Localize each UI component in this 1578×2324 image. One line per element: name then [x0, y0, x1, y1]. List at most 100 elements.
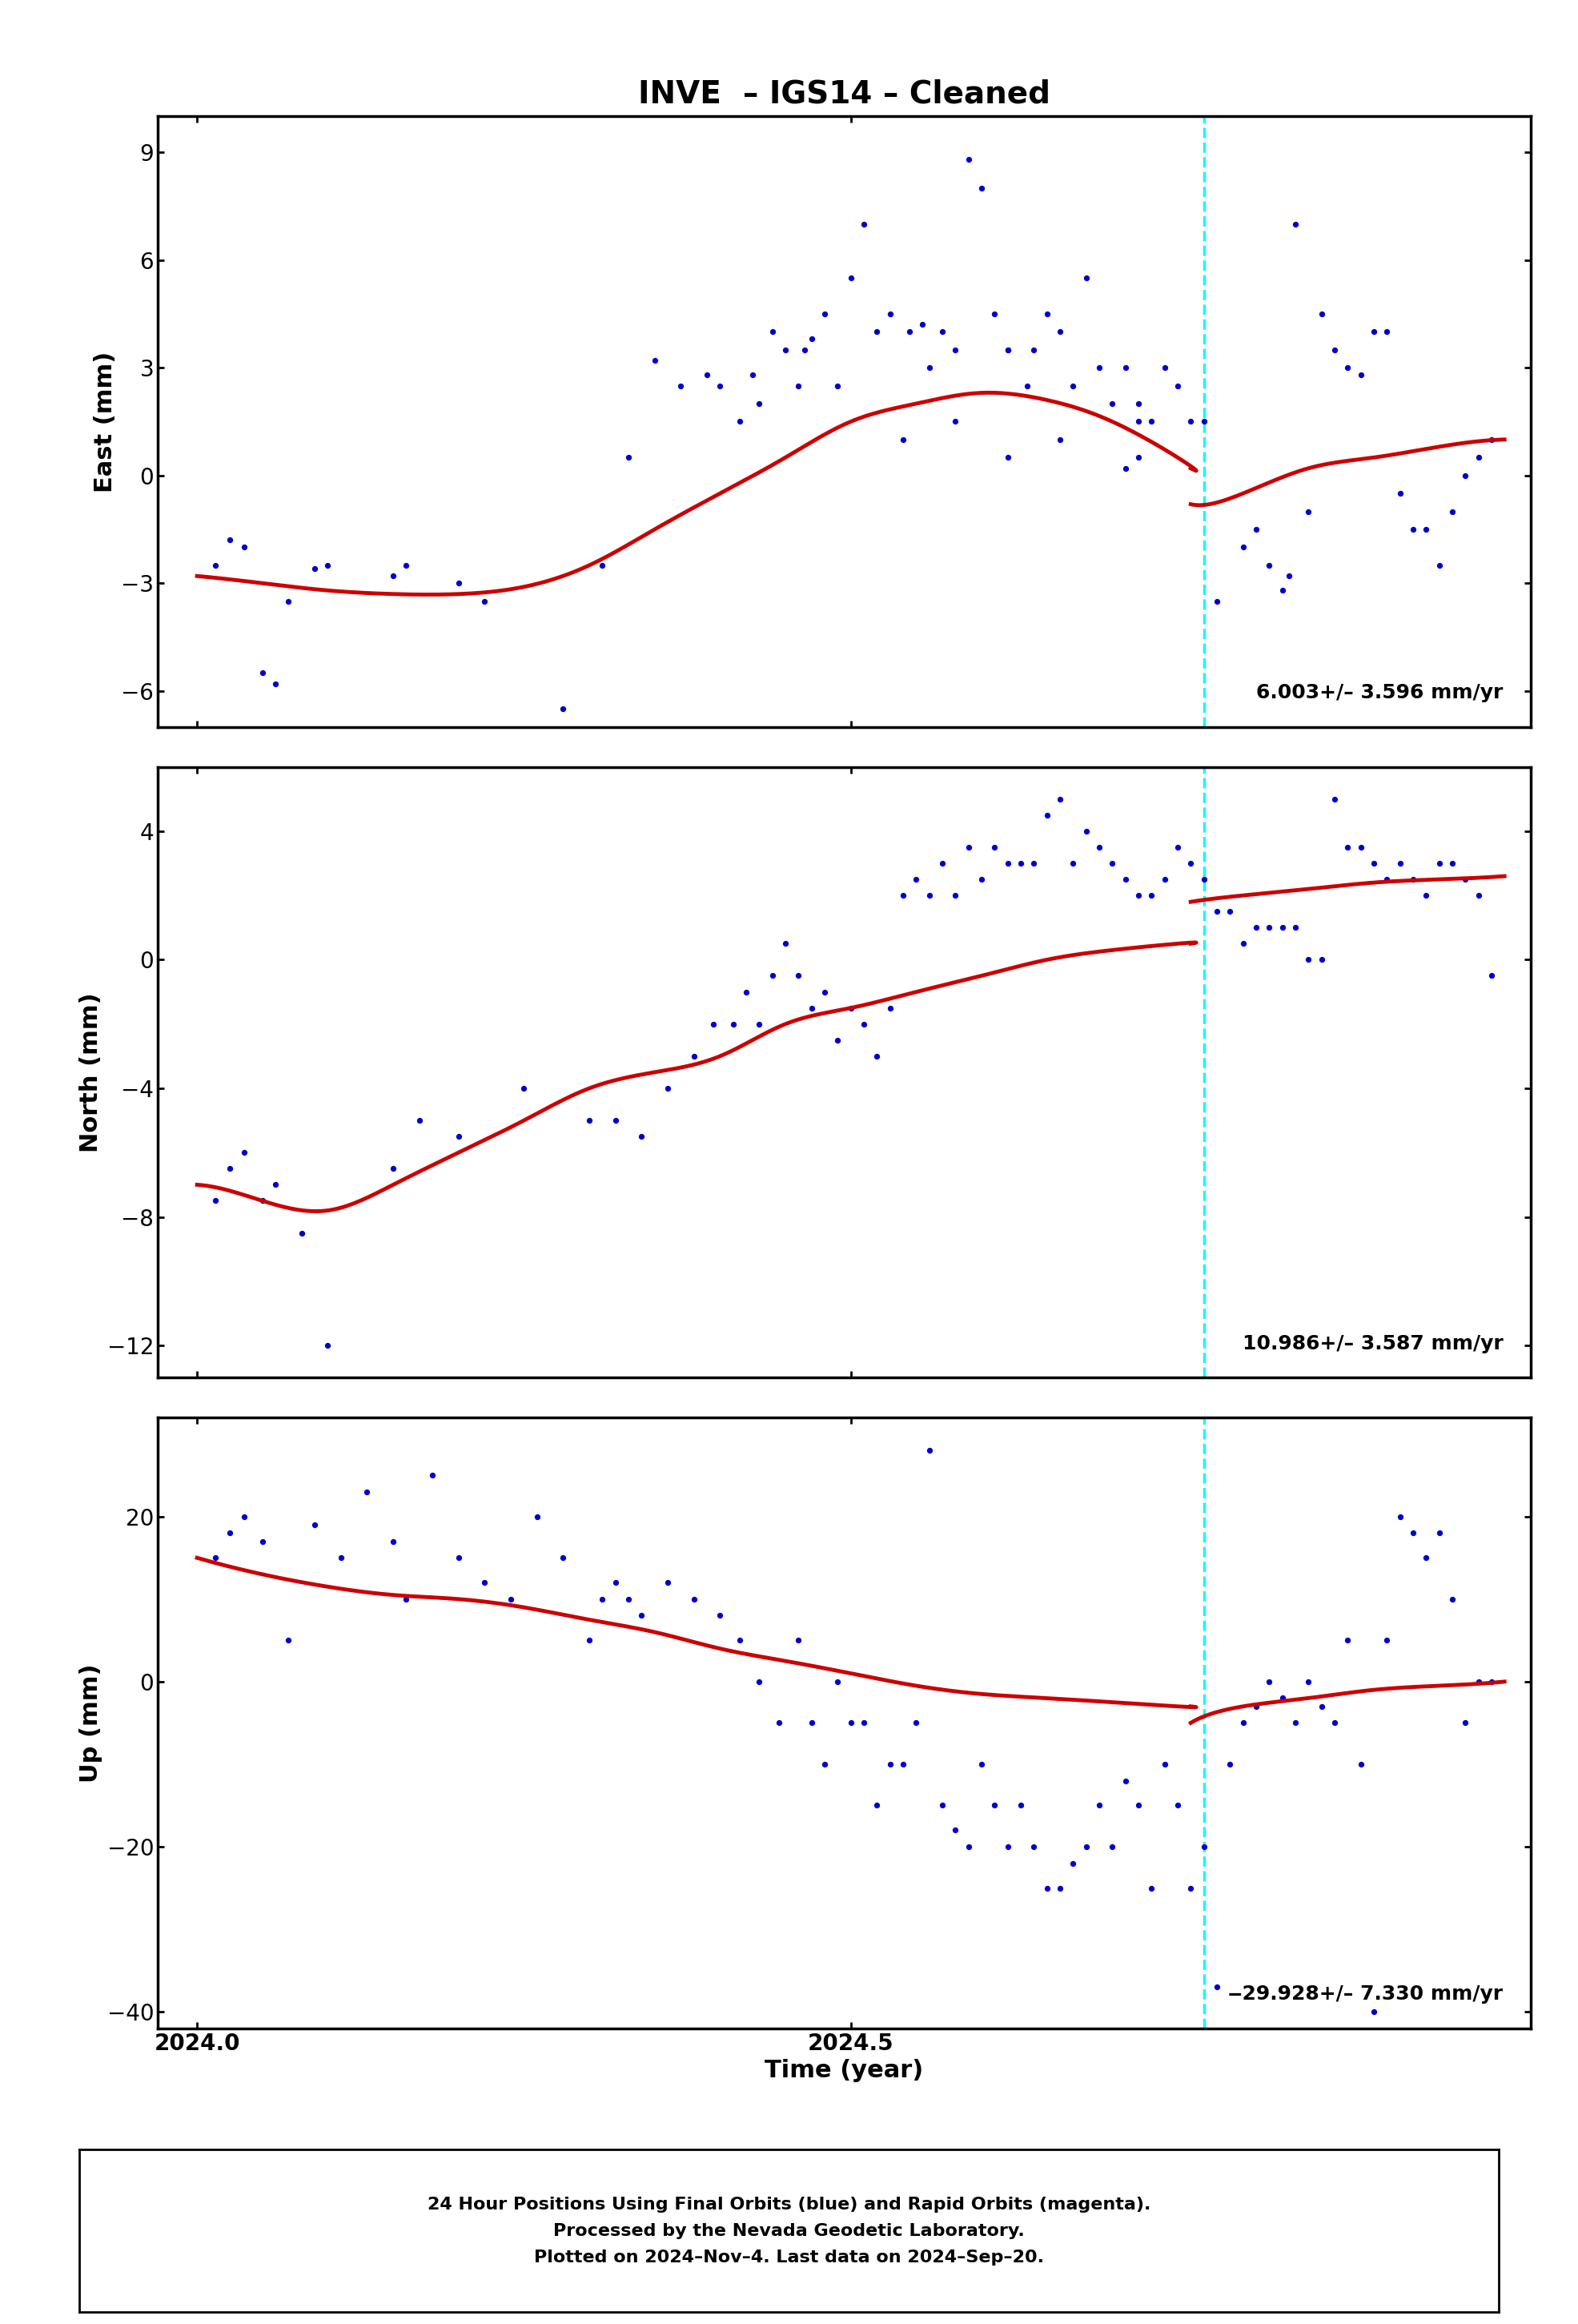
- Point: [289, 1215, 314, 1253]
- Point: [1466, 1664, 1491, 1701]
- Point: [576, 1102, 601, 1139]
- Point: [956, 830, 982, 867]
- Point: [1362, 844, 1387, 881]
- Point: [1308, 295, 1333, 332]
- Point: [1322, 330, 1348, 367]
- Point: [630, 1597, 655, 1634]
- Point: [1400, 1515, 1425, 1552]
- Point: [393, 1580, 418, 1618]
- Point: [773, 925, 798, 962]
- Point: [746, 1006, 772, 1043]
- Point: [447, 565, 472, 602]
- Point: [1139, 876, 1165, 913]
- Point: [499, 1580, 524, 1618]
- Point: [264, 1167, 289, 1204]
- Point: [380, 1150, 406, 1188]
- Point: [1283, 909, 1308, 946]
- Point: [393, 546, 418, 583]
- Point: [1374, 314, 1400, 351]
- Point: [917, 349, 942, 386]
- Point: [1322, 1703, 1348, 1741]
- Point: [1048, 421, 1073, 458]
- Point: [798, 1703, 824, 1741]
- Point: [1335, 349, 1360, 386]
- Point: [896, 314, 922, 351]
- Point: [1008, 1787, 1034, 1824]
- Point: [682, 1037, 707, 1074]
- Point: [929, 1787, 955, 1824]
- Point: [1414, 511, 1439, 548]
- Point: [1112, 349, 1138, 386]
- Point: [1100, 844, 1125, 881]
- Point: [1256, 546, 1281, 583]
- Point: [825, 1023, 851, 1060]
- Point: [1034, 295, 1059, 332]
- Point: [982, 295, 1007, 332]
- Point: [798, 321, 824, 358]
- Point: [740, 356, 765, 393]
- Point: [767, 1703, 792, 1741]
- Point: [1322, 781, 1348, 818]
- Point: [996, 439, 1021, 476]
- Point: [1439, 844, 1464, 881]
- Point: [773, 330, 798, 367]
- Point: [1073, 813, 1098, 851]
- Point: [759, 957, 784, 995]
- Point: [942, 876, 967, 913]
- Point: [655, 1069, 680, 1106]
- Point: [202, 1183, 227, 1220]
- Point: [603, 1102, 628, 1139]
- Y-axis label: North (mm): North (mm): [79, 992, 103, 1153]
- Point: [1179, 844, 1204, 881]
- Point: [1466, 439, 1491, 476]
- Point: [276, 1622, 301, 1659]
- Point: [249, 655, 275, 693]
- Point: [956, 142, 982, 179]
- Point: [1243, 909, 1269, 946]
- Point: [734, 974, 759, 1011]
- Point: [1335, 830, 1360, 867]
- Point: [865, 1037, 890, 1074]
- Point: [929, 314, 955, 351]
- Point: [1283, 205, 1308, 242]
- Point: [851, 1703, 876, 1741]
- Point: [1296, 941, 1321, 978]
- Point: [1270, 572, 1296, 609]
- Point: [942, 1813, 967, 1850]
- Point: [218, 521, 243, 558]
- Point: [615, 439, 641, 476]
- Point: [792, 330, 817, 367]
- Point: [877, 1745, 903, 1783]
- Point: [759, 314, 784, 351]
- Point: [1008, 844, 1034, 881]
- Point: [956, 1829, 982, 1866]
- Point: [1335, 1622, 1360, 1659]
- Point: [877, 295, 903, 332]
- Point: [447, 1538, 472, 1576]
- Point: [328, 1538, 353, 1576]
- Point: [1400, 511, 1425, 548]
- Point: [1256, 909, 1281, 946]
- Point: [1270, 909, 1296, 946]
- Point: [746, 1664, 772, 1701]
- Point: [1217, 892, 1242, 930]
- Point: [1270, 1680, 1296, 1717]
- Point: [786, 367, 811, 404]
- Point: [996, 1829, 1021, 1866]
- Point: [1414, 876, 1439, 913]
- Point: [969, 170, 994, 207]
- Point: [694, 356, 720, 393]
- Point: [551, 690, 576, 727]
- Point: [1308, 1687, 1333, 1724]
- Point: [1125, 876, 1150, 913]
- Point: [727, 1622, 753, 1659]
- Point: [838, 260, 863, 297]
- Point: [202, 546, 227, 583]
- Point: [707, 1597, 732, 1634]
- Point: [576, 1622, 601, 1659]
- Point: [727, 402, 753, 439]
- Point: [1179, 1868, 1204, 1906]
- Point: [1362, 1994, 1387, 2031]
- Point: [1479, 421, 1504, 458]
- Point: [982, 1787, 1007, 1824]
